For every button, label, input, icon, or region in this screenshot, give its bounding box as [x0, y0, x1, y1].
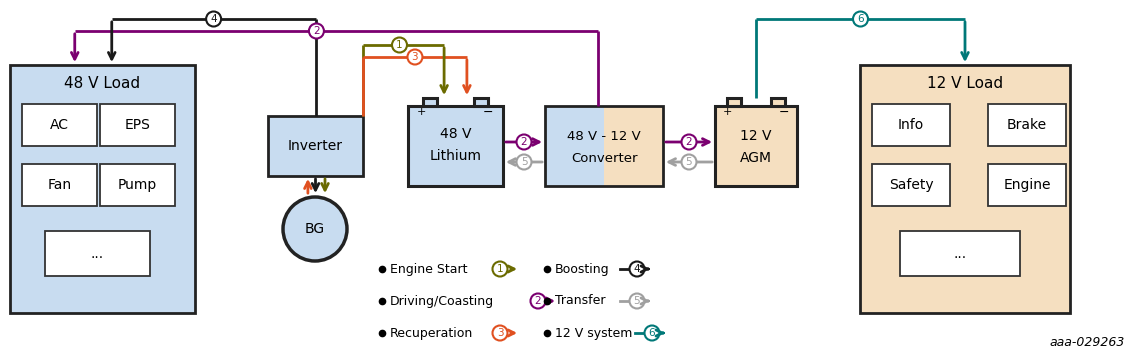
Circle shape	[492, 326, 507, 340]
Text: Fan: Fan	[48, 178, 72, 192]
Text: 5: 5	[521, 157, 528, 167]
Text: Driving/Coasting: Driving/Coasting	[390, 295, 494, 308]
Text: 5: 5	[685, 157, 692, 167]
Text: Engine Start: Engine Start	[390, 262, 467, 275]
Bar	[44, 231, 150, 276]
Text: Brake: Brake	[1007, 118, 1047, 132]
Bar	[268, 116, 363, 176]
Bar	[545, 106, 663, 186]
Bar	[860, 65, 1070, 313]
Text: +: +	[416, 107, 425, 117]
Text: Engine: Engine	[1003, 178, 1051, 192]
Bar	[872, 164, 950, 206]
Text: Inverter: Inverter	[288, 139, 343, 153]
Text: AGM: AGM	[740, 151, 772, 165]
Text: Safety: Safety	[889, 178, 934, 192]
Text: Boosting: Boosting	[555, 262, 610, 275]
Bar	[727, 98, 741, 106]
Text: 4: 4	[210, 14, 217, 24]
Circle shape	[309, 23, 324, 39]
Bar	[100, 104, 176, 146]
Text: ...: ...	[91, 247, 104, 261]
Circle shape	[492, 261, 507, 277]
Text: 6: 6	[649, 328, 656, 338]
Bar	[22, 104, 97, 146]
Circle shape	[682, 135, 697, 149]
Text: Info: Info	[898, 118, 925, 132]
Text: 48 V - 12 V: 48 V - 12 V	[567, 130, 641, 143]
Text: 2: 2	[521, 137, 528, 147]
Bar	[408, 106, 503, 186]
Bar	[545, 106, 604, 186]
Circle shape	[516, 155, 531, 170]
Circle shape	[644, 326, 660, 340]
Text: BG: BG	[304, 222, 325, 236]
Text: ...: ...	[953, 247, 967, 261]
Text: Recuperation: Recuperation	[390, 326, 473, 339]
Bar	[22, 164, 97, 206]
Bar	[771, 98, 785, 106]
Circle shape	[206, 12, 221, 26]
Bar	[474, 98, 488, 106]
Text: AC: AC	[50, 118, 70, 132]
Bar	[10, 65, 195, 313]
Text: 6: 6	[857, 14, 864, 24]
Text: 48 V: 48 V	[440, 127, 471, 141]
Text: 48 V Load: 48 V Load	[65, 75, 140, 91]
Text: EPS: EPS	[124, 118, 150, 132]
Text: Transfer: Transfer	[555, 295, 605, 308]
Circle shape	[283, 197, 347, 261]
Text: 12 V Load: 12 V Load	[927, 75, 1003, 91]
Circle shape	[682, 155, 697, 170]
Circle shape	[629, 261, 644, 277]
Text: aaa-029263: aaa-029263	[1050, 336, 1125, 349]
Bar	[715, 106, 797, 186]
Text: +: +	[723, 107, 732, 117]
Text: 1: 1	[397, 40, 402, 50]
Bar	[872, 104, 950, 146]
Text: 3: 3	[412, 52, 418, 62]
Bar	[988, 104, 1066, 146]
Circle shape	[407, 49, 423, 65]
Text: Converter: Converter	[571, 152, 637, 165]
Text: −: −	[482, 105, 494, 118]
Text: 1: 1	[497, 264, 504, 274]
Text: 12 V system: 12 V system	[555, 326, 633, 339]
Bar	[423, 98, 437, 106]
Text: −: −	[779, 105, 789, 118]
Text: 5: 5	[634, 296, 641, 306]
Text: 2: 2	[314, 26, 319, 36]
Circle shape	[629, 293, 644, 309]
Text: Lithium: Lithium	[430, 149, 481, 163]
Text: 2: 2	[685, 137, 692, 147]
Bar	[604, 106, 663, 186]
Text: Pump: Pump	[117, 178, 157, 192]
Circle shape	[516, 135, 531, 149]
Bar	[988, 164, 1066, 206]
Text: 2: 2	[535, 296, 542, 306]
Circle shape	[853, 12, 868, 26]
Text: 12 V: 12 V	[740, 129, 772, 143]
Circle shape	[392, 38, 407, 52]
Text: 3: 3	[497, 328, 504, 338]
Text: 4: 4	[634, 264, 641, 274]
Bar	[899, 231, 1020, 276]
Circle shape	[530, 293, 546, 309]
Bar	[100, 164, 176, 206]
